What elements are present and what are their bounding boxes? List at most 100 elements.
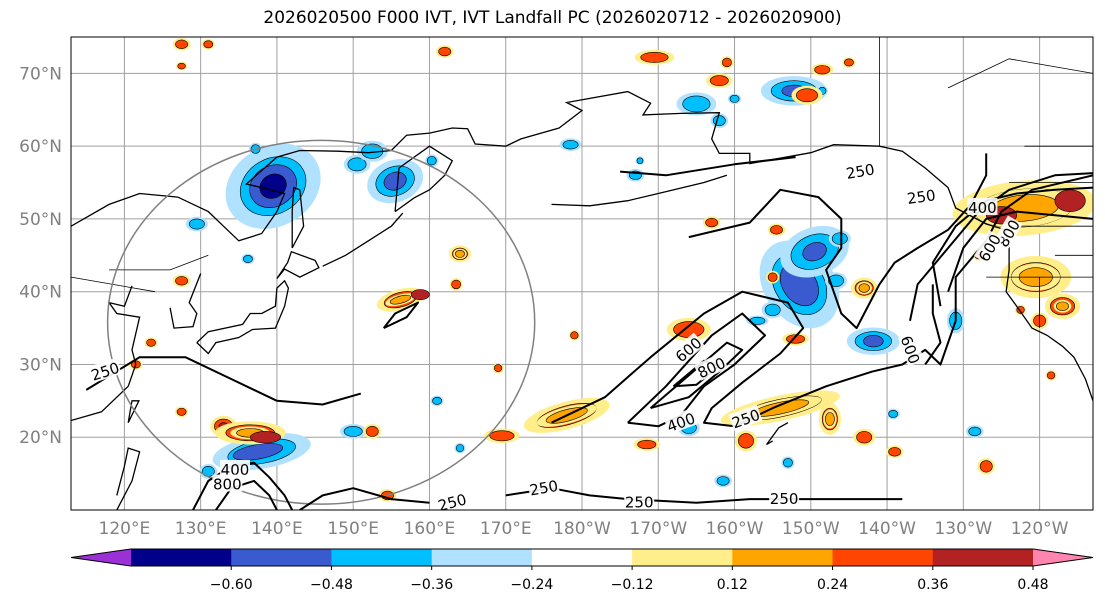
ivt-contour-line bbox=[299, 487, 430, 510]
colorbar-tick-label: 0.12 bbox=[717, 577, 748, 593]
coastline-segment bbox=[196, 279, 290, 355]
ivt-contour-line bbox=[620, 156, 796, 177]
lon-tick-label: 120°E bbox=[99, 519, 151, 539]
shaded-patch bbox=[856, 431, 873, 444]
lon-tick-label: 140°E bbox=[251, 519, 303, 539]
ivt-contour-line bbox=[505, 487, 628, 501]
latitude-axis: 70°N 60°N 50°N 40°N 30°N 20°N bbox=[19, 64, 62, 448]
shaded-patch bbox=[844, 58, 854, 67]
colorbar-swatch bbox=[732, 549, 834, 566]
shaded-patch bbox=[814, 65, 831, 75]
shaded-patch bbox=[438, 46, 452, 57]
colorbar-swatch bbox=[932, 549, 1034, 566]
contour-label: 400 bbox=[221, 461, 250, 479]
shaded-patch bbox=[738, 433, 754, 449]
ivt-contour-line bbox=[215, 479, 278, 510]
shaded-patch bbox=[640, 51, 669, 63]
shaded-patch bbox=[888, 410, 899, 418]
lat-tick-label: 60°N bbox=[19, 137, 62, 157]
colorbar-swatch bbox=[632, 549, 733, 566]
colorbar-tick-label: 0.24 bbox=[817, 577, 848, 593]
contour-label: 250 bbox=[906, 186, 937, 208]
coastline-segment bbox=[116, 447, 141, 510]
ivt-contour-line bbox=[688, 153, 988, 330]
shaded-patch bbox=[712, 115, 726, 127]
shaded-patch bbox=[729, 94, 740, 103]
shaded-patch bbox=[716, 476, 730, 486]
colorbar-swatch bbox=[531, 549, 633, 566]
shaded-patch bbox=[383, 171, 407, 191]
lon-tick-label: 160°E bbox=[404, 519, 456, 539]
coastline-segment bbox=[394, 145, 454, 213]
lon-tick-label: 140°W bbox=[858, 519, 916, 539]
border-line bbox=[109, 254, 209, 271]
shaded-patch bbox=[562, 140, 579, 150]
coastline-segment bbox=[322, 212, 404, 267]
lat-tick-label: 40°N bbox=[19, 283, 62, 303]
shaded-patch bbox=[426, 156, 437, 166]
region-ellipse bbox=[106, 139, 536, 505]
shaded-patch bbox=[188, 218, 205, 230]
contour-label: 250 bbox=[528, 477, 559, 500]
lon-tick-label: 160°W bbox=[706, 519, 764, 539]
shaded-patch bbox=[203, 40, 214, 49]
lon-tick-label: 180°W bbox=[553, 519, 611, 539]
coastline-segment bbox=[276, 250, 320, 280]
landfall-region-outline bbox=[106, 139, 536, 505]
shaded-patch bbox=[175, 276, 188, 286]
ivt-contour-line bbox=[85, 356, 362, 406]
contour-label: 800 bbox=[213, 476, 242, 494]
coastline-segment bbox=[71, 285, 141, 422]
lat-tick-label: 20°N bbox=[19, 428, 62, 448]
shaded-patch bbox=[764, 303, 781, 317]
shaded-patch bbox=[455, 444, 465, 453]
coastline-segment bbox=[291, 186, 305, 249]
shaded-patch bbox=[888, 447, 902, 457]
shaded-patch bbox=[570, 331, 579, 340]
shaded-patch bbox=[783, 458, 793, 468]
colorbar-extend-high bbox=[1033, 549, 1093, 566]
colorbar-extend-low bbox=[71, 549, 131, 566]
shaded-patch bbox=[347, 157, 367, 172]
lon-tick-label: 170°W bbox=[629, 519, 687, 539]
shaded-patch bbox=[1056, 301, 1069, 311]
shaded-patch bbox=[802, 242, 827, 262]
colorbar-tick-label: −0.12 bbox=[611, 577, 654, 593]
colorbar-swatch bbox=[131, 549, 232, 566]
colorbar-swatch bbox=[231, 549, 332, 566]
colorbar: −0.60 −0.48 −0.36 −0.24 −0.12 0.12 0.24 0.36 0.4… bbox=[70, 548, 1094, 593]
lon-tick-label: 130°W bbox=[934, 519, 992, 539]
map-title: 2026020500 F000 IVT, IVT Landfall PC (20… bbox=[263, 8, 842, 28]
shaded-patch bbox=[249, 431, 282, 444]
shaded-patch bbox=[365, 426, 379, 437]
shaded-patch bbox=[709, 75, 729, 87]
ivt-contour-line bbox=[924, 284, 942, 366]
border-line bbox=[947, 58, 1093, 89]
contour-label: 250 bbox=[845, 160, 876, 183]
shaded-patch bbox=[796, 88, 818, 103]
shaded-patch bbox=[705, 217, 719, 228]
ivt-contour-line bbox=[947, 210, 1093, 293]
colorbar-tick-label: 0.36 bbox=[917, 577, 948, 593]
coastline-segment bbox=[766, 422, 789, 446]
shaded-patch bbox=[177, 62, 186, 70]
coastline-segment bbox=[551, 174, 728, 207]
lat-tick-label: 30°N bbox=[19, 355, 62, 375]
shaded-patch bbox=[831, 232, 848, 245]
lat-tick-label: 70°N bbox=[19, 64, 62, 84]
contour-label: 250 bbox=[770, 490, 799, 508]
lon-tick-label: 150°E bbox=[327, 519, 379, 539]
coastline-segment bbox=[71, 90, 1093, 402]
shaded-patch bbox=[824, 412, 835, 426]
shaded-patch bbox=[455, 249, 465, 258]
shaded-patch bbox=[451, 279, 462, 290]
lon-tick-label: 170°E bbox=[480, 519, 532, 539]
shaded-patch bbox=[1054, 189, 1086, 212]
colorbar-swatch bbox=[832, 549, 934, 566]
shaded-patch bbox=[146, 338, 156, 347]
ivt-contour-line bbox=[649, 341, 744, 410]
colorbar-tick-label: −0.48 bbox=[310, 577, 353, 593]
